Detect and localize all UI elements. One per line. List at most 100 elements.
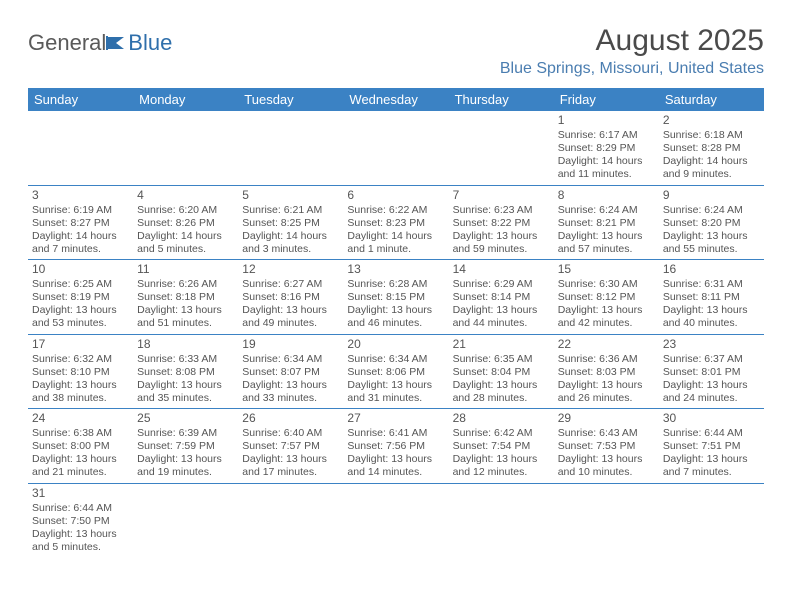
- daylight1-text: Daylight: 13 hours: [137, 379, 234, 392]
- daylight1-text: Daylight: 13 hours: [137, 304, 234, 317]
- sunset-text: Sunset: 8:20 PM: [663, 217, 760, 230]
- daylight1-text: Daylight: 13 hours: [347, 304, 444, 317]
- sunrise-text: Sunrise: 6:41 AM: [347, 427, 444, 440]
- sunrise-text: Sunrise: 6:18 AM: [663, 129, 760, 142]
- daylight2-text: and 49 minutes.: [242, 317, 339, 330]
- week-row: 1Sunrise: 6:17 AMSunset: 8:29 PMDaylight…: [28, 111, 764, 186]
- day-cell: 18Sunrise: 6:33 AMSunset: 8:08 PMDayligh…: [133, 335, 238, 409]
- daylight1-text: Daylight: 14 hours: [558, 155, 655, 168]
- sunset-text: Sunset: 8:10 PM: [32, 366, 129, 379]
- day-number: 8: [558, 188, 655, 203]
- day-cell: 25Sunrise: 6:39 AMSunset: 7:59 PMDayligh…: [133, 409, 238, 483]
- week-row: 17Sunrise: 6:32 AMSunset: 8:10 PMDayligh…: [28, 335, 764, 410]
- day-cell: 2Sunrise: 6:18 AMSunset: 8:28 PMDaylight…: [659, 111, 764, 185]
- week-row: 31Sunrise: 6:44 AMSunset: 7:50 PMDayligh…: [28, 484, 764, 558]
- sunrise-text: Sunrise: 6:35 AM: [453, 353, 550, 366]
- sunrise-text: Sunrise: 6:21 AM: [242, 204, 339, 217]
- day-cell: 6Sunrise: 6:22 AMSunset: 8:23 PMDaylight…: [343, 186, 448, 260]
- sunset-text: Sunset: 8:25 PM: [242, 217, 339, 230]
- day-cell: 15Sunrise: 6:30 AMSunset: 8:12 PMDayligh…: [554, 260, 659, 334]
- daylight2-text: and 5 minutes.: [32, 541, 129, 554]
- day-number: 29: [558, 411, 655, 426]
- day-number: 15: [558, 262, 655, 277]
- empty-cell: [554, 484, 659, 558]
- daylight2-text: and 26 minutes.: [558, 392, 655, 405]
- sunset-text: Sunset: 8:01 PM: [663, 366, 760, 379]
- daylight2-text: and 31 minutes.: [347, 392, 444, 405]
- day-cell: 20Sunrise: 6:34 AMSunset: 8:06 PMDayligh…: [343, 335, 448, 409]
- daylight1-text: Daylight: 14 hours: [32, 230, 129, 243]
- sunset-text: Sunset: 7:57 PM: [242, 440, 339, 453]
- day-number: 3: [32, 188, 129, 203]
- daylight1-text: Daylight: 13 hours: [32, 304, 129, 317]
- sunset-text: Sunset: 8:14 PM: [453, 291, 550, 304]
- day-cell: 13Sunrise: 6:28 AMSunset: 8:15 PMDayligh…: [343, 260, 448, 334]
- sunrise-text: Sunrise: 6:36 AM: [558, 353, 655, 366]
- daylight1-text: Daylight: 13 hours: [347, 379, 444, 392]
- day-cell: 17Sunrise: 6:32 AMSunset: 8:10 PMDayligh…: [28, 335, 133, 409]
- daylight2-text: and 28 minutes.: [453, 392, 550, 405]
- sunset-text: Sunset: 8:16 PM: [242, 291, 339, 304]
- logo-text-blue: Blue: [128, 30, 172, 56]
- day-cell: 24Sunrise: 6:38 AMSunset: 8:00 PMDayligh…: [28, 409, 133, 483]
- sunrise-text: Sunrise: 6:24 AM: [558, 204, 655, 217]
- daylight2-text: and 35 minutes.: [137, 392, 234, 405]
- day-cell: 11Sunrise: 6:26 AMSunset: 8:18 PMDayligh…: [133, 260, 238, 334]
- daylight2-text: and 21 minutes.: [32, 466, 129, 479]
- day-cell: 28Sunrise: 6:42 AMSunset: 7:54 PMDayligh…: [449, 409, 554, 483]
- daylight2-text: and 24 minutes.: [663, 392, 760, 405]
- day-number: 14: [453, 262, 550, 277]
- day-number: 9: [663, 188, 760, 203]
- sunrise-text: Sunrise: 6:17 AM: [558, 129, 655, 142]
- daylight2-text: and 5 minutes.: [137, 243, 234, 256]
- sunset-text: Sunset: 8:21 PM: [558, 217, 655, 230]
- day-header: Monday: [133, 88, 238, 111]
- daylight2-text: and 14 minutes.: [347, 466, 444, 479]
- daylight1-text: Daylight: 13 hours: [663, 453, 760, 466]
- day-number: 20: [347, 337, 444, 352]
- daylight2-text: and 42 minutes.: [558, 317, 655, 330]
- sunset-text: Sunset: 8:18 PM: [137, 291, 234, 304]
- sunrise-text: Sunrise: 6:34 AM: [242, 353, 339, 366]
- daylight1-text: Daylight: 13 hours: [558, 304, 655, 317]
- sunrise-text: Sunrise: 6:44 AM: [32, 502, 129, 515]
- daylight2-text: and 7 minutes.: [32, 243, 129, 256]
- sunrise-text: Sunrise: 6:30 AM: [558, 278, 655, 291]
- day-number: 22: [558, 337, 655, 352]
- calendar: Sunday Monday Tuesday Wednesday Thursday…: [28, 88, 764, 557]
- daylight2-text: and 9 minutes.: [663, 168, 760, 181]
- daylight1-text: Daylight: 13 hours: [663, 379, 760, 392]
- sunset-text: Sunset: 8:12 PM: [558, 291, 655, 304]
- sunrise-text: Sunrise: 6:42 AM: [453, 427, 550, 440]
- day-number: 4: [137, 188, 234, 203]
- sunrise-text: Sunrise: 6:38 AM: [32, 427, 129, 440]
- sunset-text: Sunset: 7:59 PM: [137, 440, 234, 453]
- daylight2-text: and 7 minutes.: [663, 466, 760, 479]
- sunrise-text: Sunrise: 6:34 AM: [347, 353, 444, 366]
- day-number: 25: [137, 411, 234, 426]
- sunset-text: Sunset: 8:15 PM: [347, 291, 444, 304]
- day-cell: 1Sunrise: 6:17 AMSunset: 8:29 PMDaylight…: [554, 111, 659, 185]
- day-number: 2: [663, 113, 760, 128]
- empty-cell: [133, 484, 238, 558]
- sunset-text: Sunset: 7:56 PM: [347, 440, 444, 453]
- empty-cell: [449, 111, 554, 185]
- day-number: 17: [32, 337, 129, 352]
- sunset-text: Sunset: 8:23 PM: [347, 217, 444, 230]
- daylight1-text: Daylight: 13 hours: [558, 230, 655, 243]
- sunrise-text: Sunrise: 6:33 AM: [137, 353, 234, 366]
- sunset-text: Sunset: 7:54 PM: [453, 440, 550, 453]
- day-cell: 16Sunrise: 6:31 AMSunset: 8:11 PMDayligh…: [659, 260, 764, 334]
- day-number: 5: [242, 188, 339, 203]
- daylight1-text: Daylight: 14 hours: [663, 155, 760, 168]
- location-text: Blue Springs, Missouri, United States: [500, 60, 764, 78]
- daylight1-text: Daylight: 13 hours: [453, 230, 550, 243]
- logo: General Blue: [28, 24, 172, 56]
- sunrise-text: Sunrise: 6:44 AM: [663, 427, 760, 440]
- day-cell: 30Sunrise: 6:44 AMSunset: 7:51 PMDayligh…: [659, 409, 764, 483]
- daylight1-text: Daylight: 13 hours: [242, 379, 339, 392]
- daylight2-text: and 12 minutes.: [453, 466, 550, 479]
- daylight1-text: Daylight: 14 hours: [137, 230, 234, 243]
- sunset-text: Sunset: 8:06 PM: [347, 366, 444, 379]
- weeks-container: 1Sunrise: 6:17 AMSunset: 8:29 PMDaylight…: [28, 111, 764, 557]
